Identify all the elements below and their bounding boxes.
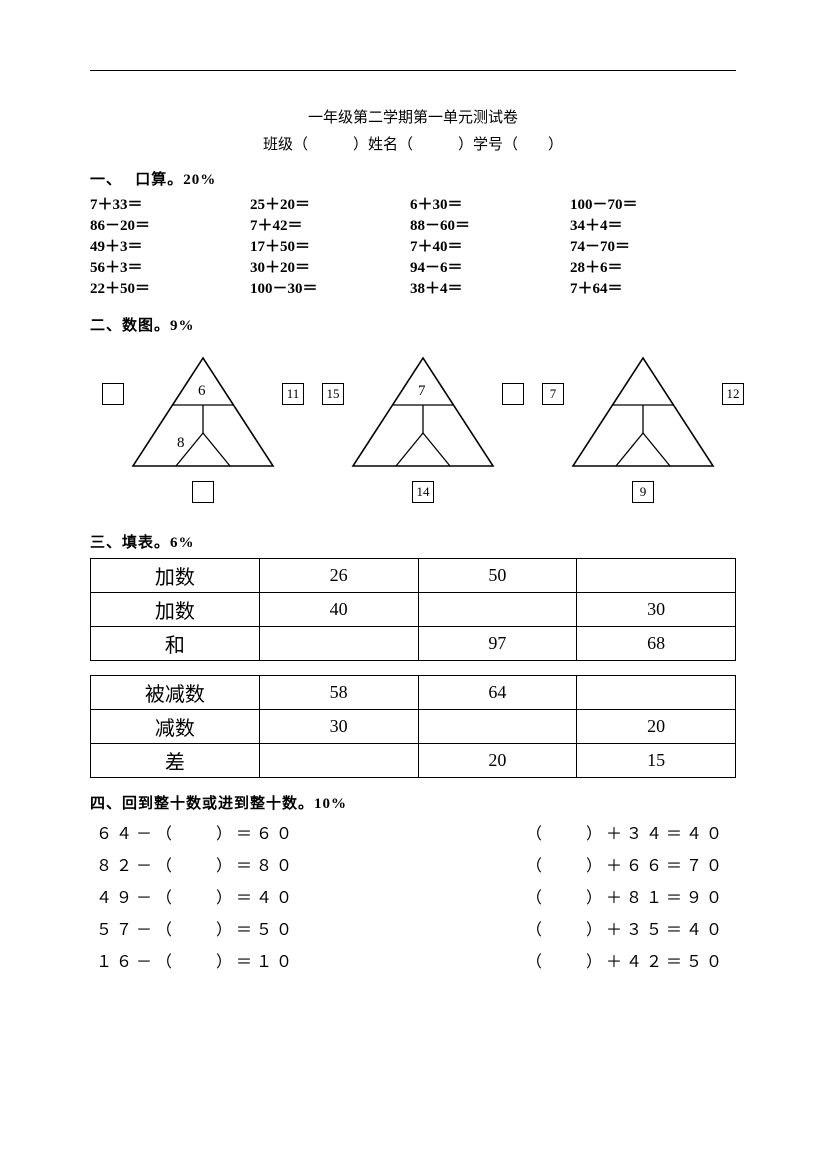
math-expression: 25＋20＝ xyxy=(250,195,410,216)
section-1-heading: 一、 口算。20% xyxy=(90,168,736,189)
round-expression-right: （ ）＋８１＝９０ xyxy=(436,883,736,915)
math-expression: 100－30＝ xyxy=(250,279,410,300)
table-cell[interactable]: 20 xyxy=(418,744,577,778)
triangle-row: 6 8 11 7 15 14 7129 xyxy=(102,343,736,513)
math-expression: 56＋3＝ xyxy=(90,258,250,279)
math-expression: 22＋50＝ xyxy=(90,279,250,300)
round-expression-right: （ ）＋６６＝７０ xyxy=(436,851,736,883)
math-expression: 28＋6＝ xyxy=(570,258,730,279)
section-4-heading: 四、回到整十数或进到整十数。10% xyxy=(90,792,736,813)
math-expression: 38＋4＝ xyxy=(410,279,570,300)
addition-table: 加数2650 加数40 30 和 9768 xyxy=(90,558,736,661)
round-expression-left: ５７－（ ）＝５０ xyxy=(96,915,436,947)
triangle-top-value: 7 xyxy=(418,383,426,400)
table-cell[interactable]: 50 xyxy=(418,559,577,593)
table-cell[interactable]: 15 xyxy=(577,744,736,778)
math-expression: 94－6＝ xyxy=(410,258,570,279)
math-expression: 100－70＝ xyxy=(570,195,730,216)
page-title: 一年级第二学期第一单元测试卷 xyxy=(90,106,736,127)
math-expression: 7＋33＝ xyxy=(90,195,250,216)
table-cell[interactable]: 58 xyxy=(259,676,418,710)
table-cell[interactable]: 20 xyxy=(577,710,736,744)
math-expression: 30＋20＝ xyxy=(250,258,410,279)
mental-math-grid: 7＋33＝25＋20＝6＋30＝100－70＝ 86－20＝7＋42＝88－60＝… xyxy=(90,195,736,300)
triangle-right-box[interactable]: 11 xyxy=(282,383,304,405)
triangle-left-box[interactable]: 15 xyxy=(322,383,344,405)
round-expression-left: ６４－（ ）＝６０ xyxy=(96,819,436,851)
table-cell[interactable] xyxy=(577,676,736,710)
triangle-right-box[interactable] xyxy=(502,383,524,405)
round-expression-right: （ ）＋３５＝４０ xyxy=(436,915,736,947)
table-cell[interactable]: 97 xyxy=(418,627,577,661)
triangle-bottom-box[interactable]: 9 xyxy=(632,481,654,503)
subtraction-table: 被减数5864减数3020差2015 xyxy=(90,675,736,778)
triangle-bottom-box[interactable]: 14 xyxy=(412,481,434,503)
math-expression: 86－20＝ xyxy=(90,216,250,237)
triangle-bottom-box[interactable] xyxy=(192,481,214,503)
student-fields: 班级（ ）姓名（ ）学号（ ） xyxy=(90,133,736,154)
math-expression: 17＋50＝ xyxy=(250,237,410,258)
section-3-heading: 三、填表。6% xyxy=(90,531,736,552)
triangle-top-value: 6 xyxy=(198,383,206,400)
top-rule xyxy=(90,70,736,71)
round-expression-left: １６－（ ）＝１０ xyxy=(96,947,436,979)
table-cell[interactable] xyxy=(259,744,418,778)
table-cell[interactable]: 30 xyxy=(577,593,736,627)
table-row-header: 差 xyxy=(91,744,260,778)
triangle-diagram: 6811 xyxy=(102,343,296,513)
triangle-bl-value: 8 xyxy=(177,435,185,452)
triangle-left-box[interactable]: 7 xyxy=(542,383,564,405)
table-cell[interactable]: 26 xyxy=(259,559,418,593)
math-expression: 7＋42＝ xyxy=(250,216,410,237)
round-expression-left: ８２－（ ）＝８０ xyxy=(96,851,436,883)
table-row-header: 加数 xyxy=(91,559,260,593)
math-expression: 7＋64＝ xyxy=(570,279,730,300)
math-expression: 88－60＝ xyxy=(410,216,570,237)
round-expression-right: （ ）＋３４＝４０ xyxy=(436,819,736,851)
table-row-header: 加数 xyxy=(91,593,260,627)
section-2-heading: 二、数图。9% xyxy=(90,314,736,335)
table-cell[interactable]: 40 xyxy=(259,593,418,627)
round-expression-right: （ ）＋４２＝５０ xyxy=(436,947,736,979)
round-tens-grid: ６４－（ ）＝６０（ ）＋３４＝４０８２－（ ）＝８０（ ）＋６６＝７０４９－（… xyxy=(90,819,736,979)
math-expression: 49＋3＝ xyxy=(90,237,250,258)
table-cell[interactable] xyxy=(577,559,736,593)
table-cell[interactable]: 64 xyxy=(418,676,577,710)
math-expression: 74－70＝ xyxy=(570,237,730,258)
math-expression: 7＋40＝ xyxy=(410,237,570,258)
worksheet-page: 一年级第二学期第一单元测试卷 班级（ ）姓名（ ）学号（ ） 一、 口算。20%… xyxy=(0,0,826,1169)
table-cell[interactable] xyxy=(259,627,418,661)
table-row-header: 和 xyxy=(91,627,260,661)
table-row-header: 被减数 xyxy=(91,676,260,710)
round-expression-left: ４９－（ ）＝４０ xyxy=(96,883,436,915)
table-cell[interactable]: 30 xyxy=(259,710,418,744)
triangle-left-box[interactable] xyxy=(102,383,124,405)
triangle-right-box[interactable]: 12 xyxy=(722,383,744,405)
triangle-diagram: 7129 xyxy=(542,343,736,513)
table-cell[interactable] xyxy=(418,710,577,744)
math-expression: 34＋4＝ xyxy=(570,216,730,237)
math-expression: 6＋30＝ xyxy=(410,195,570,216)
table-row-header: 减数 xyxy=(91,710,260,744)
table-cell[interactable] xyxy=(418,593,577,627)
table-cell[interactable]: 68 xyxy=(577,627,736,661)
triangle-diagram: 7 15 14 xyxy=(322,343,516,513)
